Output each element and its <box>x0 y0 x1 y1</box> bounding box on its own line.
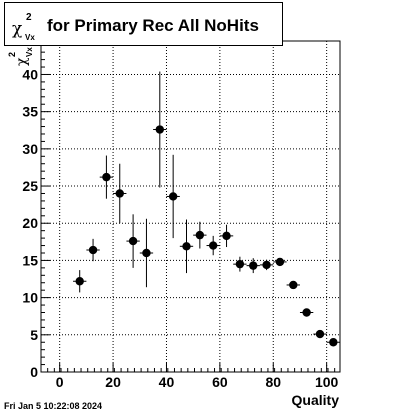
data-point <box>206 235 220 256</box>
point-marker <box>155 125 164 134</box>
point-marker <box>128 236 138 246</box>
title-subscript: Vx <box>25 33 35 42</box>
point-marker <box>289 280 298 290</box>
point-marker <box>275 257 285 267</box>
data-point <box>286 280 300 290</box>
point-marker <box>182 242 191 251</box>
point-marker <box>75 277 84 286</box>
data-point <box>99 155 114 199</box>
y-axis-title-subscript: Vx <box>25 47 34 57</box>
data-point <box>153 71 167 188</box>
y-tick-label: 0 <box>30 364 38 380</box>
chart-title-box: χ 2 Vx for Primary Rec All NoHits <box>4 2 283 46</box>
point-marker <box>315 329 325 339</box>
y-axis-title-symbol: χ <box>14 57 30 66</box>
data-point <box>179 219 194 274</box>
data-point <box>326 338 340 347</box>
title-superscript: 2 <box>26 12 32 23</box>
y-tick-label: 5 <box>30 327 38 343</box>
y-tick-label: 30 <box>22 141 38 157</box>
y-axis-title-superscript: 2 <box>7 52 17 57</box>
x-tick-label: 80 <box>265 374 281 390</box>
point-marker <box>88 245 98 255</box>
point-marker <box>115 189 124 198</box>
y-axis-title: χ 2 Vx <box>7 47 34 66</box>
data-point <box>246 258 260 274</box>
data-point <box>299 308 314 317</box>
data-point <box>259 259 274 271</box>
point-marker <box>235 259 245 269</box>
data-point <box>113 163 127 224</box>
plot-frame <box>40 40 341 373</box>
point-marker <box>302 308 311 317</box>
data-point <box>126 214 140 268</box>
data-markers <box>73 71 340 347</box>
data-point <box>73 270 87 293</box>
title-chi-symbol: χ <box>12 19 23 39</box>
point-marker <box>195 230 205 240</box>
timestamp-footer: Fri Jan 5 10:22:08 2024 <box>4 401 103 411</box>
x-tick-label: 20 <box>105 374 121 390</box>
x-tick-label: 0 <box>56 374 64 390</box>
x-axis-title: Quality <box>292 392 340 408</box>
data-point <box>313 329 327 339</box>
data-point <box>219 224 234 248</box>
y-tick-label: 15 <box>22 252 38 268</box>
point-marker <box>262 260 271 270</box>
data-point <box>139 218 154 288</box>
point-marker <box>142 248 151 258</box>
axes: 0 20 40 60 80 100 0 5 10 15 20 25 30 35 40 <box>22 44 339 390</box>
x-tick-label: 40 <box>159 374 175 390</box>
x-tick-label: 60 <box>212 374 228 390</box>
chart-title: for Primary Rec All NoHits <box>47 16 259 35</box>
data-point <box>273 257 287 267</box>
data-point <box>233 256 247 272</box>
data-point <box>86 238 100 262</box>
x-tick-label: 100 <box>315 374 339 390</box>
y-tick-label: 40 <box>22 66 38 82</box>
point-marker <box>102 172 111 182</box>
point-marker <box>168 192 178 201</box>
grid-lines <box>41 41 340 373</box>
data-point <box>193 221 207 249</box>
data-point <box>166 154 180 239</box>
y-tick-label: 25 <box>22 178 38 194</box>
y-tick-label: 10 <box>22 290 38 306</box>
point-marker <box>208 241 218 250</box>
point-marker <box>249 261 258 270</box>
point-marker <box>222 231 231 241</box>
y-tick-label: 20 <box>22 215 38 231</box>
point-marker <box>329 338 338 347</box>
y-tick-label: 35 <box>22 104 38 120</box>
